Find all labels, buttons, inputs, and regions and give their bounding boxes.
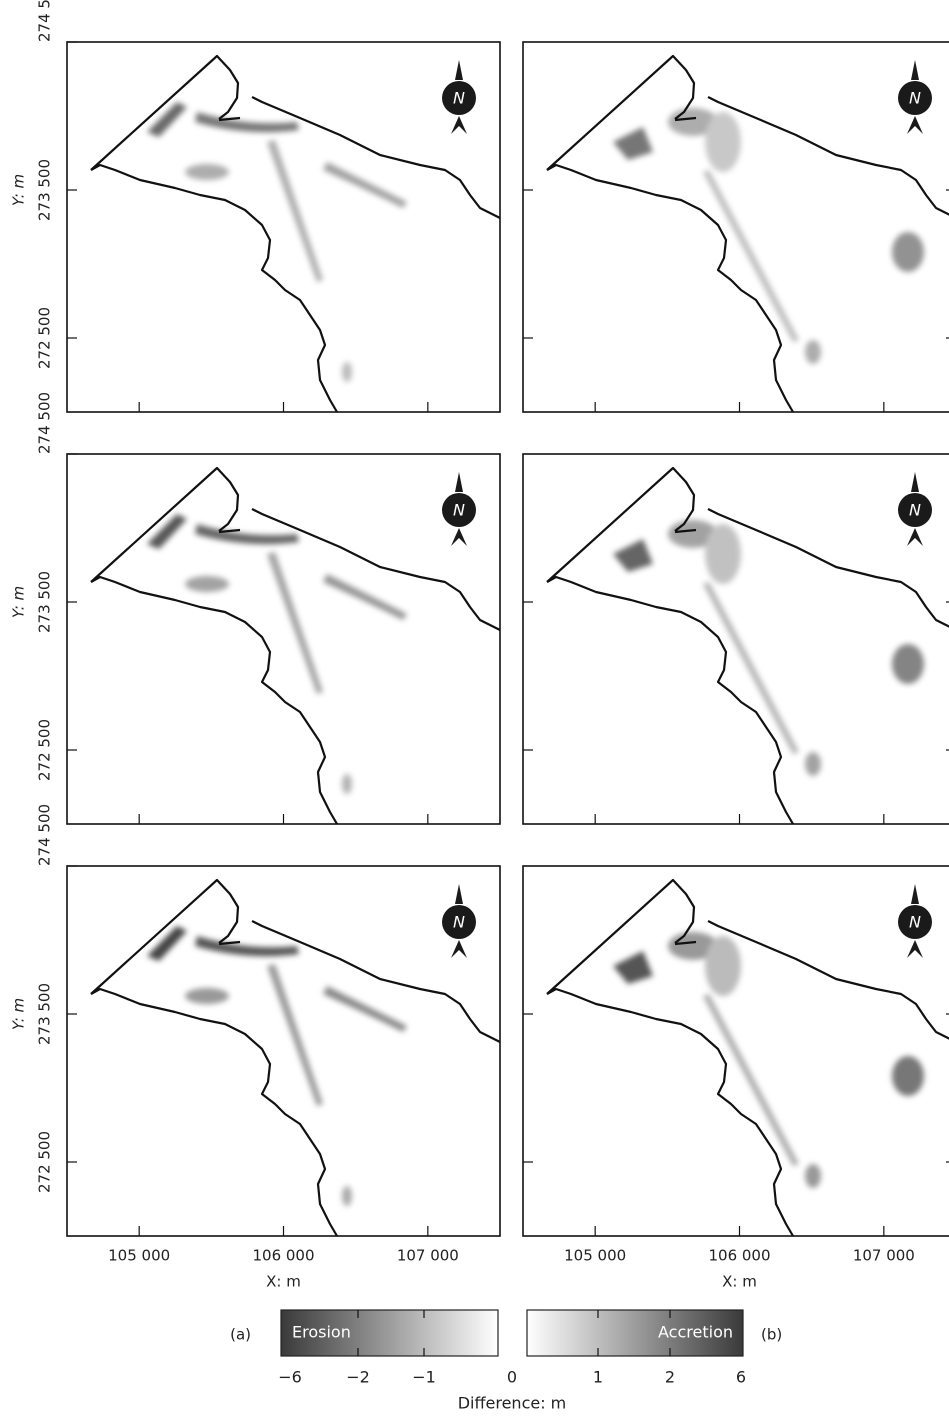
- colorbar-name: Erosion: [292, 1323, 351, 1342]
- north-badge: [442, 905, 476, 939]
- colorbar-tick-label: 2: [665, 1368, 675, 1387]
- north-arrow: [451, 472, 467, 546]
- north-arrow: [451, 884, 467, 958]
- panel-frame: [66, 865, 501, 1237]
- map-layer: N: [89, 878, 502, 1238]
- colorbar-tick-label: −2: [346, 1368, 370, 1387]
- x-tick-label: 107 000: [397, 1247, 459, 1265]
- panel-label: (a): [230, 1326, 251, 1344]
- panel-frame: [66, 453, 501, 825]
- x-tick-label: 107 000: [853, 1247, 915, 1265]
- y-tick-label: 272 500: [36, 1131, 54, 1193]
- north-badge: [442, 81, 476, 115]
- y-tick-label: 272 500: [36, 307, 54, 369]
- colorbar-tick-label: 0: [507, 1368, 517, 1387]
- north-label: N: [909, 501, 921, 520]
- map-layer: N: [89, 466, 502, 826]
- map-layer: N: [545, 878, 949, 1238]
- x-tick-label: 106 000: [252, 1247, 314, 1265]
- map-layer: N: [545, 54, 949, 414]
- north-label: N: [909, 913, 921, 932]
- y-tick-label: 274 500: [36, 392, 54, 454]
- colorbar-title: Difference: m: [458, 1394, 567, 1413]
- panel-label: (b): [761, 1326, 782, 1344]
- colorbar-tick-label: 6: [736, 1368, 746, 1387]
- y-tick-label: 274 500: [36, 804, 54, 866]
- north-badge: [898, 493, 932, 527]
- colorbar-name: Accretion: [658, 1323, 733, 1342]
- north-arrow: [451, 60, 467, 134]
- y-tick-label: 273 500: [36, 571, 54, 633]
- north-badge: [898, 81, 932, 115]
- north-label: N: [453, 89, 465, 108]
- north-arrow: [907, 884, 923, 958]
- north-arrow: [907, 60, 923, 134]
- x-tick-label: 105 000: [564, 1247, 626, 1265]
- y-tick-label: 274 500: [36, 0, 54, 42]
- map-layer: N: [89, 54, 502, 414]
- x-tick-label: 105 000: [108, 1247, 170, 1265]
- y-axis-label: Y: m: [10, 174, 28, 206]
- colorbar-tick-label: 1: [593, 1368, 603, 1387]
- north-badge: [898, 905, 932, 939]
- y-axis-label: Y: m: [10, 998, 28, 1030]
- colorbar-tick-label: −1: [412, 1368, 436, 1387]
- north-label: N: [909, 89, 921, 108]
- y-tick-label: 273 500: [36, 159, 54, 221]
- x-tick-label: 106 000: [708, 1247, 770, 1265]
- north-badge: [442, 493, 476, 527]
- north-label: N: [453, 913, 465, 932]
- map-layer: N: [545, 466, 949, 826]
- panel-frame: [66, 41, 501, 413]
- y-axis-label: Y: m: [10, 586, 28, 618]
- y-tick-label: 273 500: [36, 983, 54, 1045]
- colorbar-segment: [526, 1309, 744, 1357]
- x-axis-label: X: m: [266, 1273, 301, 1291]
- colorbar-segment: [280, 1309, 499, 1357]
- north-arrow: [907, 472, 923, 546]
- y-tick-label: 272 500: [36, 719, 54, 781]
- x-axis-label: X: m: [722, 1273, 757, 1291]
- colorbar-tick-label: −6: [278, 1368, 302, 1387]
- north-label: N: [453, 501, 465, 520]
